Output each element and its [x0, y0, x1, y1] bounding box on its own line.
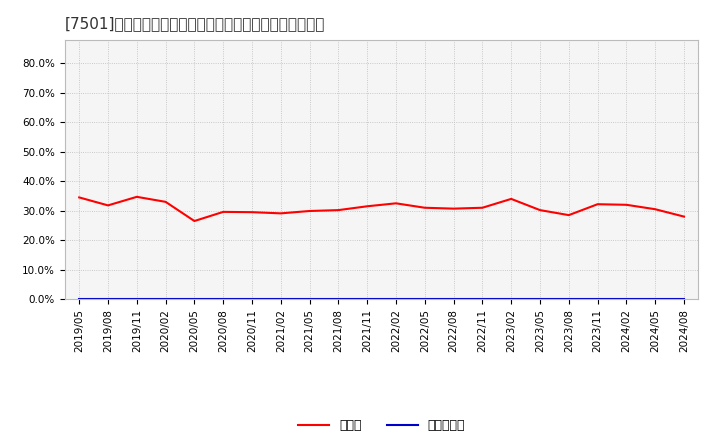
- 有利子負債: [392, 296, 400, 301]
- Legend: 現顔金, 有利子負債: 現顔金, 有利子負債: [293, 414, 470, 437]
- 有利子負債: [680, 296, 688, 301]
- 有利子負債: [190, 296, 199, 301]
- 有利子負債: [536, 296, 544, 301]
- 有利子負債: [478, 296, 487, 301]
- 有利子負債: [305, 296, 314, 301]
- 現顔金: [190, 218, 199, 224]
- 現顔金: [651, 207, 660, 212]
- 有利子負債: [104, 296, 112, 301]
- 現顔金: [161, 199, 170, 205]
- 有利子負債: [622, 296, 631, 301]
- 有利子負債: [75, 296, 84, 301]
- 有利子負債: [593, 296, 602, 301]
- 現顔金: [305, 209, 314, 214]
- 現顔金: [276, 211, 285, 216]
- 有利子負債: [363, 296, 372, 301]
- 有利子負債: [564, 296, 573, 301]
- 現顔金: [363, 204, 372, 209]
- 現顔金: [622, 202, 631, 207]
- 有利子負債: [248, 296, 256, 301]
- 有利子負債: [651, 296, 660, 301]
- 有利子負債: [334, 296, 343, 301]
- 現顔金: [392, 201, 400, 206]
- 現顔金: [132, 194, 141, 199]
- 現顔金: [449, 206, 458, 211]
- 有利子負債: [449, 296, 458, 301]
- 有利子負債: [507, 296, 516, 301]
- 有利子負債: [161, 296, 170, 301]
- 有利子負債: [276, 296, 285, 301]
- 有利子負債: [219, 296, 228, 301]
- Text: [7501]　現顔金、有利子負債の総資産に対する比率の推移: [7501] 現顔金、有利子負債の総資産に対する比率の推移: [65, 16, 325, 32]
- 現顔金: [104, 203, 112, 208]
- Line: 現顔金: 現顔金: [79, 197, 684, 221]
- 現顔金: [680, 214, 688, 219]
- 現顔金: [248, 209, 256, 215]
- 現顔金: [507, 196, 516, 202]
- 現顔金: [536, 208, 544, 213]
- 現顔金: [593, 202, 602, 207]
- 現顔金: [478, 205, 487, 210]
- 現顔金: [564, 213, 573, 218]
- 有利子負債: [420, 296, 429, 301]
- 有利子負債: [132, 296, 141, 301]
- 現顔金: [219, 209, 228, 215]
- 現顔金: [334, 208, 343, 213]
- 現顔金: [75, 195, 84, 200]
- 現顔金: [420, 205, 429, 210]
